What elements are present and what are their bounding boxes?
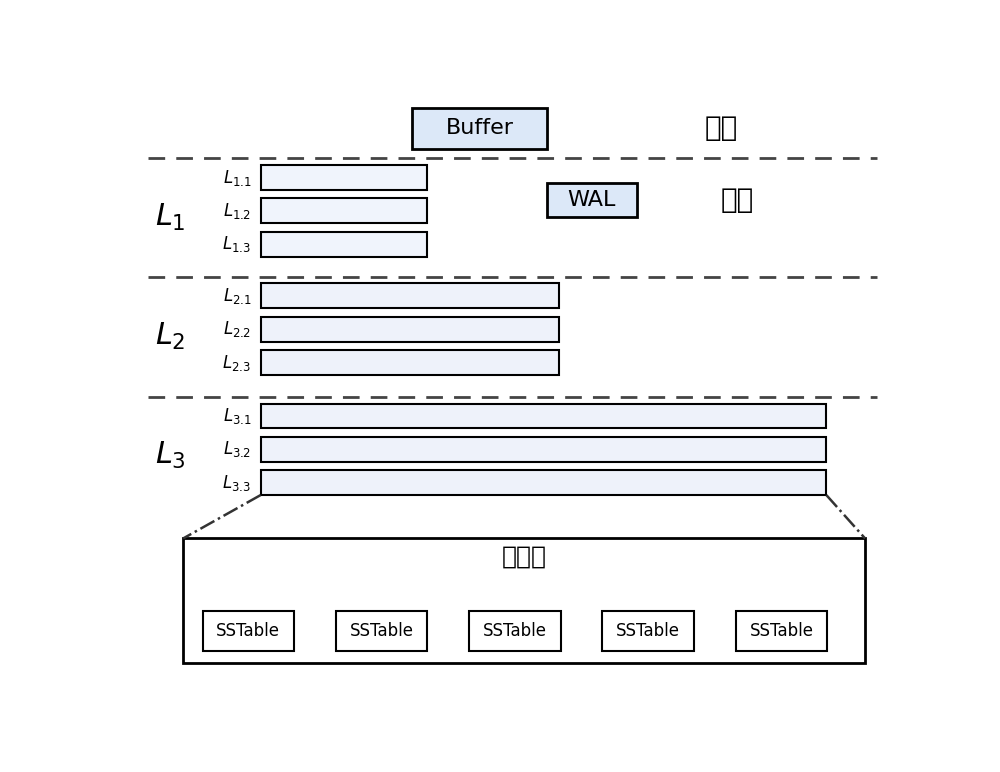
Text: Buffer: Buffer (446, 118, 514, 138)
Text: $L_2$: $L_2$ (155, 321, 185, 352)
Bar (261, 198, 427, 223)
Text: SSTable: SSTable (749, 622, 813, 640)
Text: $L_{1.2}$: $L_{1.2}$ (223, 201, 251, 221)
Bar (202, 611, 294, 652)
Text: $L_{3.3}$: $L_{3.3}$ (222, 472, 251, 493)
Text: $L_1$: $L_1$ (155, 202, 185, 233)
Text: $L_{1.3}$: $L_{1.3}$ (222, 234, 251, 254)
Text: $L_{3.1}$: $L_{3.1}$ (223, 406, 251, 426)
Text: $L_3$: $L_3$ (155, 440, 185, 471)
Text: SSTable: SSTable (483, 622, 547, 640)
Bar (261, 232, 427, 257)
Bar (261, 350, 559, 375)
Text: $L_{2.3}$: $L_{2.3}$ (222, 353, 251, 373)
Text: 子层次: 子层次 (502, 544, 547, 568)
Text: $L_{2.2}$: $L_{2.2}$ (223, 320, 251, 339)
Text: $L_{2.1}$: $L_{2.1}$ (223, 286, 251, 306)
Bar (736, 611, 827, 652)
Text: 内存: 内存 (705, 114, 738, 142)
Text: SSTable: SSTable (616, 622, 680, 640)
Text: $L_{3.2}$: $L_{3.2}$ (223, 439, 251, 459)
Bar (183, 539, 865, 663)
Bar (261, 470, 826, 495)
Text: SSTable: SSTable (350, 622, 414, 640)
Bar (547, 183, 637, 218)
Bar (261, 317, 559, 342)
Bar (469, 611, 561, 652)
Text: $L_{1.1}$: $L_{1.1}$ (223, 168, 251, 188)
Bar (261, 404, 826, 428)
Bar (602, 611, 694, 652)
Text: SSTable: SSTable (216, 622, 280, 640)
Bar (261, 283, 559, 309)
Bar (261, 437, 826, 462)
Text: 硬盘: 硬盘 (721, 186, 754, 215)
Bar (336, 611, 427, 652)
Bar (261, 165, 427, 190)
Bar (412, 107, 547, 149)
Text: WAL: WAL (568, 190, 616, 210)
